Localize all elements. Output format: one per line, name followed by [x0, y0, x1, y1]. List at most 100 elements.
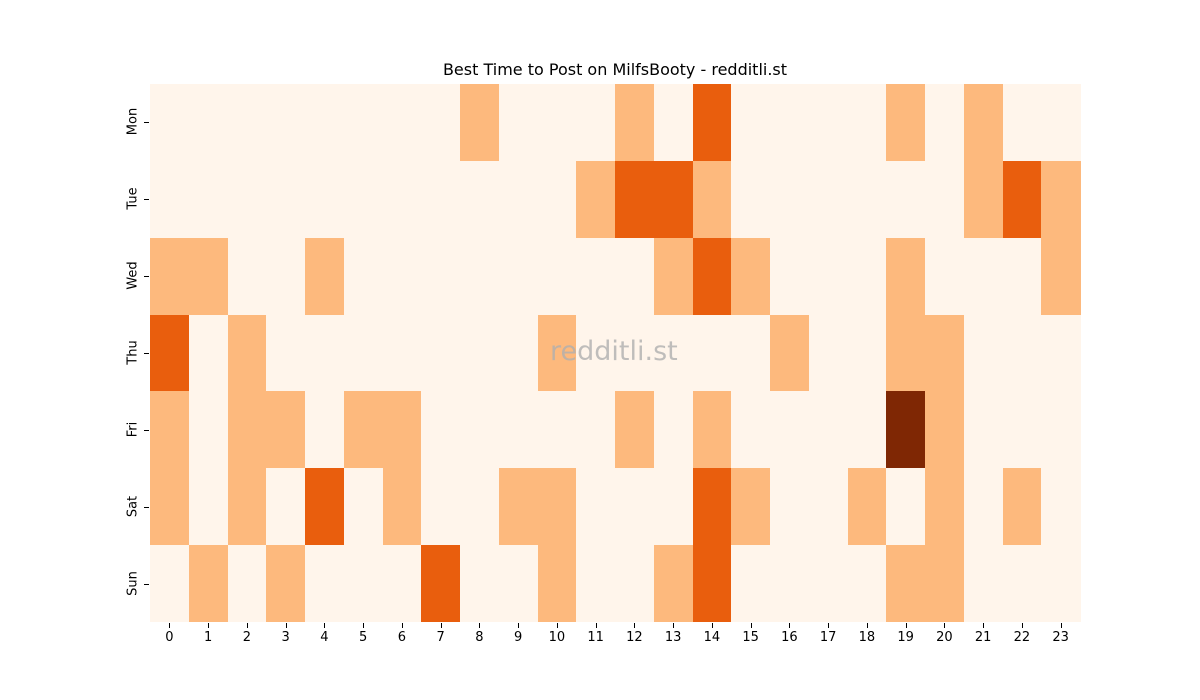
heatmap-cell [460, 84, 500, 162]
heatmap-cell [305, 84, 345, 162]
heatmap-cell [305, 391, 345, 469]
heatmap-cell [188, 391, 228, 469]
heatmap-cell [963, 160, 1003, 239]
x-tick-label: 21 [974, 630, 992, 645]
x-tick-label: 0 [165, 630, 174, 645]
heatmap-cell [382, 391, 422, 469]
y-tick [144, 353, 149, 354]
heatmap-cell [847, 84, 887, 162]
heatmap-cell [266, 314, 306, 392]
heatmap-cell [615, 237, 655, 316]
x-tick-label: 11 [587, 630, 604, 645]
heatmap-cell [1002, 84, 1042, 162]
heatmap-cell [847, 237, 887, 316]
heatmap-cell [266, 84, 306, 162]
x-tick-label: 8 [475, 630, 484, 645]
heatmap-cell [963, 84, 1003, 162]
heatmap-cell [576, 314, 616, 392]
heatmap-cell [498, 314, 538, 392]
heatmap-cell [615, 314, 655, 392]
heatmap-cell [963, 391, 1003, 469]
x-tick [324, 623, 326, 628]
x-tick [983, 623, 985, 628]
y-tick [144, 199, 149, 201]
heatmap-cell [421, 545, 461, 623]
heatmap-cell [963, 468, 1003, 546]
heatmap-cell [150, 314, 190, 392]
heatmap-cell [150, 84, 190, 162]
heatmap-cell [770, 84, 810, 162]
x-tick [866, 623, 868, 628]
y-tick-label: Fri [125, 421, 141, 438]
heatmap-cell [537, 545, 577, 623]
heatmap-cell [227, 314, 267, 392]
heatmap-cell [847, 545, 887, 623]
heatmap-cell [498, 237, 538, 316]
x-tick [556, 623, 558, 628]
heatmap-cell [692, 237, 732, 316]
heatmap-cell [537, 468, 577, 546]
heatmap-cell [1002, 314, 1042, 392]
chart-title: Best Time to Post on MilfsBooty - reddit… [442, 60, 788, 79]
x-tick [440, 623, 442, 628]
heatmap-cell [731, 545, 771, 623]
heatmap-cell [770, 314, 810, 392]
heatmap-cell [847, 391, 887, 469]
heatmap-cell [615, 391, 655, 469]
heatmap-cell [421, 314, 461, 392]
heatmap-cell [615, 160, 655, 239]
heatmap-cell [886, 468, 926, 546]
heatmap-cell [1041, 160, 1081, 239]
y-tick-label: Sat [125, 495, 141, 517]
x-tick [285, 623, 287, 628]
heatmap-cell [886, 84, 926, 162]
x-tick [673, 623, 675, 628]
heatmap-cell [421, 84, 461, 162]
heatmap-cell [460, 160, 500, 239]
x-tick-label: 23 [1052, 630, 1069, 645]
heatmap-cell [925, 468, 965, 546]
heatmap-cell [770, 160, 810, 239]
x-tick-label: 1 [203, 630, 213, 645]
heatmap-cell [576, 160, 616, 239]
heatmap-cell [537, 160, 577, 239]
x-tick [479, 623, 481, 628]
heatmap-cell [498, 84, 538, 162]
heatmap-cell [692, 545, 732, 623]
heatmap-cell [886, 160, 926, 239]
heatmap-cell [963, 237, 1003, 316]
heatmap-cell [188, 545, 228, 623]
x-tick-label: 5 [358, 630, 368, 645]
heatmap-cell [382, 314, 422, 392]
heatmap-cell [808, 314, 848, 392]
heatmap-cell [692, 84, 732, 162]
heatmap-cell [886, 391, 926, 469]
x-tick [246, 623, 248, 628]
x-tick [1021, 623, 1023, 628]
heatmap-cell [653, 468, 693, 546]
heatmap-cell [808, 468, 848, 546]
heatmap-cell [150, 468, 190, 546]
heatmap-cell [925, 314, 965, 392]
heatmap-cell [847, 468, 887, 546]
y-tick-label: Tue [125, 187, 141, 210]
heatmap-cell [1002, 237, 1042, 316]
heatmap-cell [343, 545, 383, 623]
heatmap-cell [653, 314, 693, 392]
x-tick [944, 623, 946, 628]
x-tick-label: 4 [320, 630, 329, 645]
y-tick-label: Thu [125, 340, 141, 365]
x-tick [518, 623, 520, 628]
heatmap-cell [421, 160, 461, 239]
heatmap-cell [305, 545, 345, 623]
heatmap-cell [343, 468, 383, 546]
heatmap-cell [808, 391, 848, 469]
x-tick-label: 18 [858, 630, 876, 645]
heatmap-cell [770, 237, 810, 316]
x-tick-label: 10 [548, 630, 566, 645]
heatmap-cell [808, 160, 848, 239]
y-tick [144, 429, 149, 431]
x-tick-label: 9 [513, 630, 523, 645]
heatmap-cell [576, 468, 616, 546]
heatmap-cell [692, 468, 732, 546]
